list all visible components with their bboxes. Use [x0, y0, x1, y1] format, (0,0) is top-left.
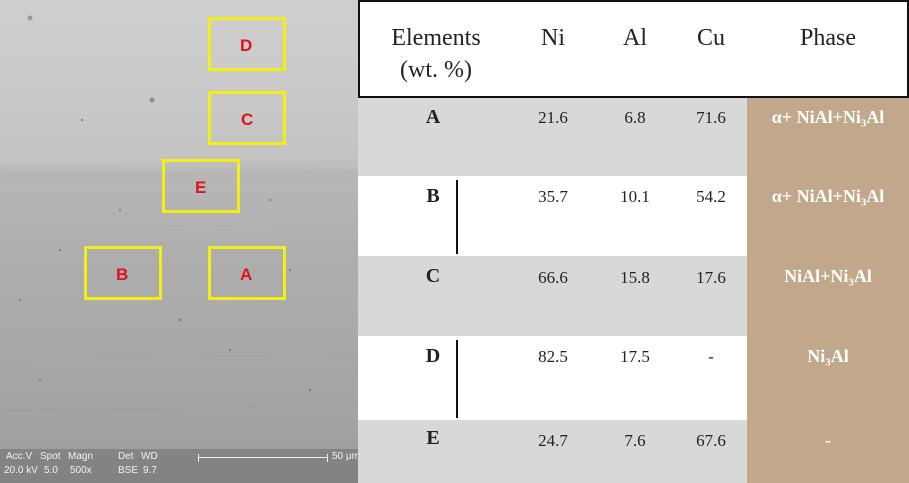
row-a-element: A	[425, 106, 441, 128]
header-ni: Ni	[541, 25, 565, 51]
row-c-cu: 17.6	[696, 268, 726, 287]
region-box-e	[162, 159, 240, 213]
row-a-phase: α+ NiAl+Ni₃Al	[771, 107, 885, 127]
acc-v-label: Acc.V	[6, 451, 33, 462]
region-box-b	[84, 246, 162, 300]
row-c-element: C	[425, 265, 441, 287]
header-wt-percent: (wt. %)	[400, 57, 472, 83]
row-b-separator	[456, 180, 458, 254]
spot-value: 5.0	[44, 465, 58, 476]
region-label-d: D	[240, 36, 253, 55]
composition-table: Elements (wt. %) Ni Al Cu Phase A 21.6 6…	[358, 0, 909, 483]
region-box-a	[208, 246, 286, 300]
row-d-separator	[456, 340, 458, 418]
row-a-al: 6.8	[624, 108, 646, 127]
region-label-c: C	[241, 110, 254, 129]
region-label-b: B	[116, 265, 129, 284]
row-e-ni: 24.7	[538, 431, 568, 450]
wd-value: 9.7	[143, 465, 157, 476]
row-e-al: 7.6	[624, 431, 646, 450]
row-e-element: E	[426, 427, 440, 449]
row-b-al: 10.1	[620, 187, 650, 206]
header-elements: Elements	[391, 25, 481, 51]
row-a-cu: 71.6	[696, 108, 726, 127]
row-c-al: 15.8	[620, 268, 650, 287]
row-b-ni: 35.7	[538, 187, 568, 206]
region-box-d	[208, 17, 286, 71]
header-al: Al	[623, 25, 647, 51]
table-header	[358, 0, 909, 98]
det-value: BSE	[118, 465, 139, 476]
magn-value: 500x	[70, 465, 92, 476]
row-e-phase: -	[825, 430, 831, 450]
row-d-ni: 82.5	[538, 347, 568, 366]
row-b-element: B	[426, 185, 440, 207]
magn-label: Magn	[68, 451, 94, 462]
spot-label: Spot	[40, 451, 61, 462]
row-c-ni: 66.6	[538, 268, 568, 287]
row-e-cu: 67.6	[696, 431, 726, 450]
region-box-c	[208, 91, 286, 145]
row-a-ni: 21.6	[538, 108, 568, 127]
acc-v-value: 20.0 kV	[4, 465, 38, 476]
micrograph-texture	[0, 15, 358, 411]
region-label-a: A	[240, 265, 253, 284]
row-b-cu: 54.2	[696, 187, 726, 206]
row-d-al: 17.5	[620, 347, 650, 366]
row-b-phase: α+ NiAl+Ni₃Al	[771, 186, 885, 206]
micrograph-info-bar	[0, 449, 358, 483]
row-d-element: D	[425, 345, 441, 367]
scale-label: 50 μm	[332, 451, 358, 462]
wd-label: WD	[141, 451, 158, 462]
header-phase: Phase	[800, 25, 856, 51]
sem-micrograph: D C E B A Acc.V 20.0 kV Spot 5.0 Magn 50…	[0, 0, 358, 483]
det-label: Det	[118, 451, 134, 462]
row-c-phase: NiAl+Ni₃Al	[784, 266, 872, 286]
scale-bar	[198, 454, 328, 462]
phase-column	[747, 98, 909, 483]
header-cu: Cu	[696, 25, 725, 51]
region-label-e: E	[195, 178, 207, 197]
row-d-phase: Ni₃Al	[807, 346, 849, 366]
row-d-cu: -	[708, 347, 714, 366]
